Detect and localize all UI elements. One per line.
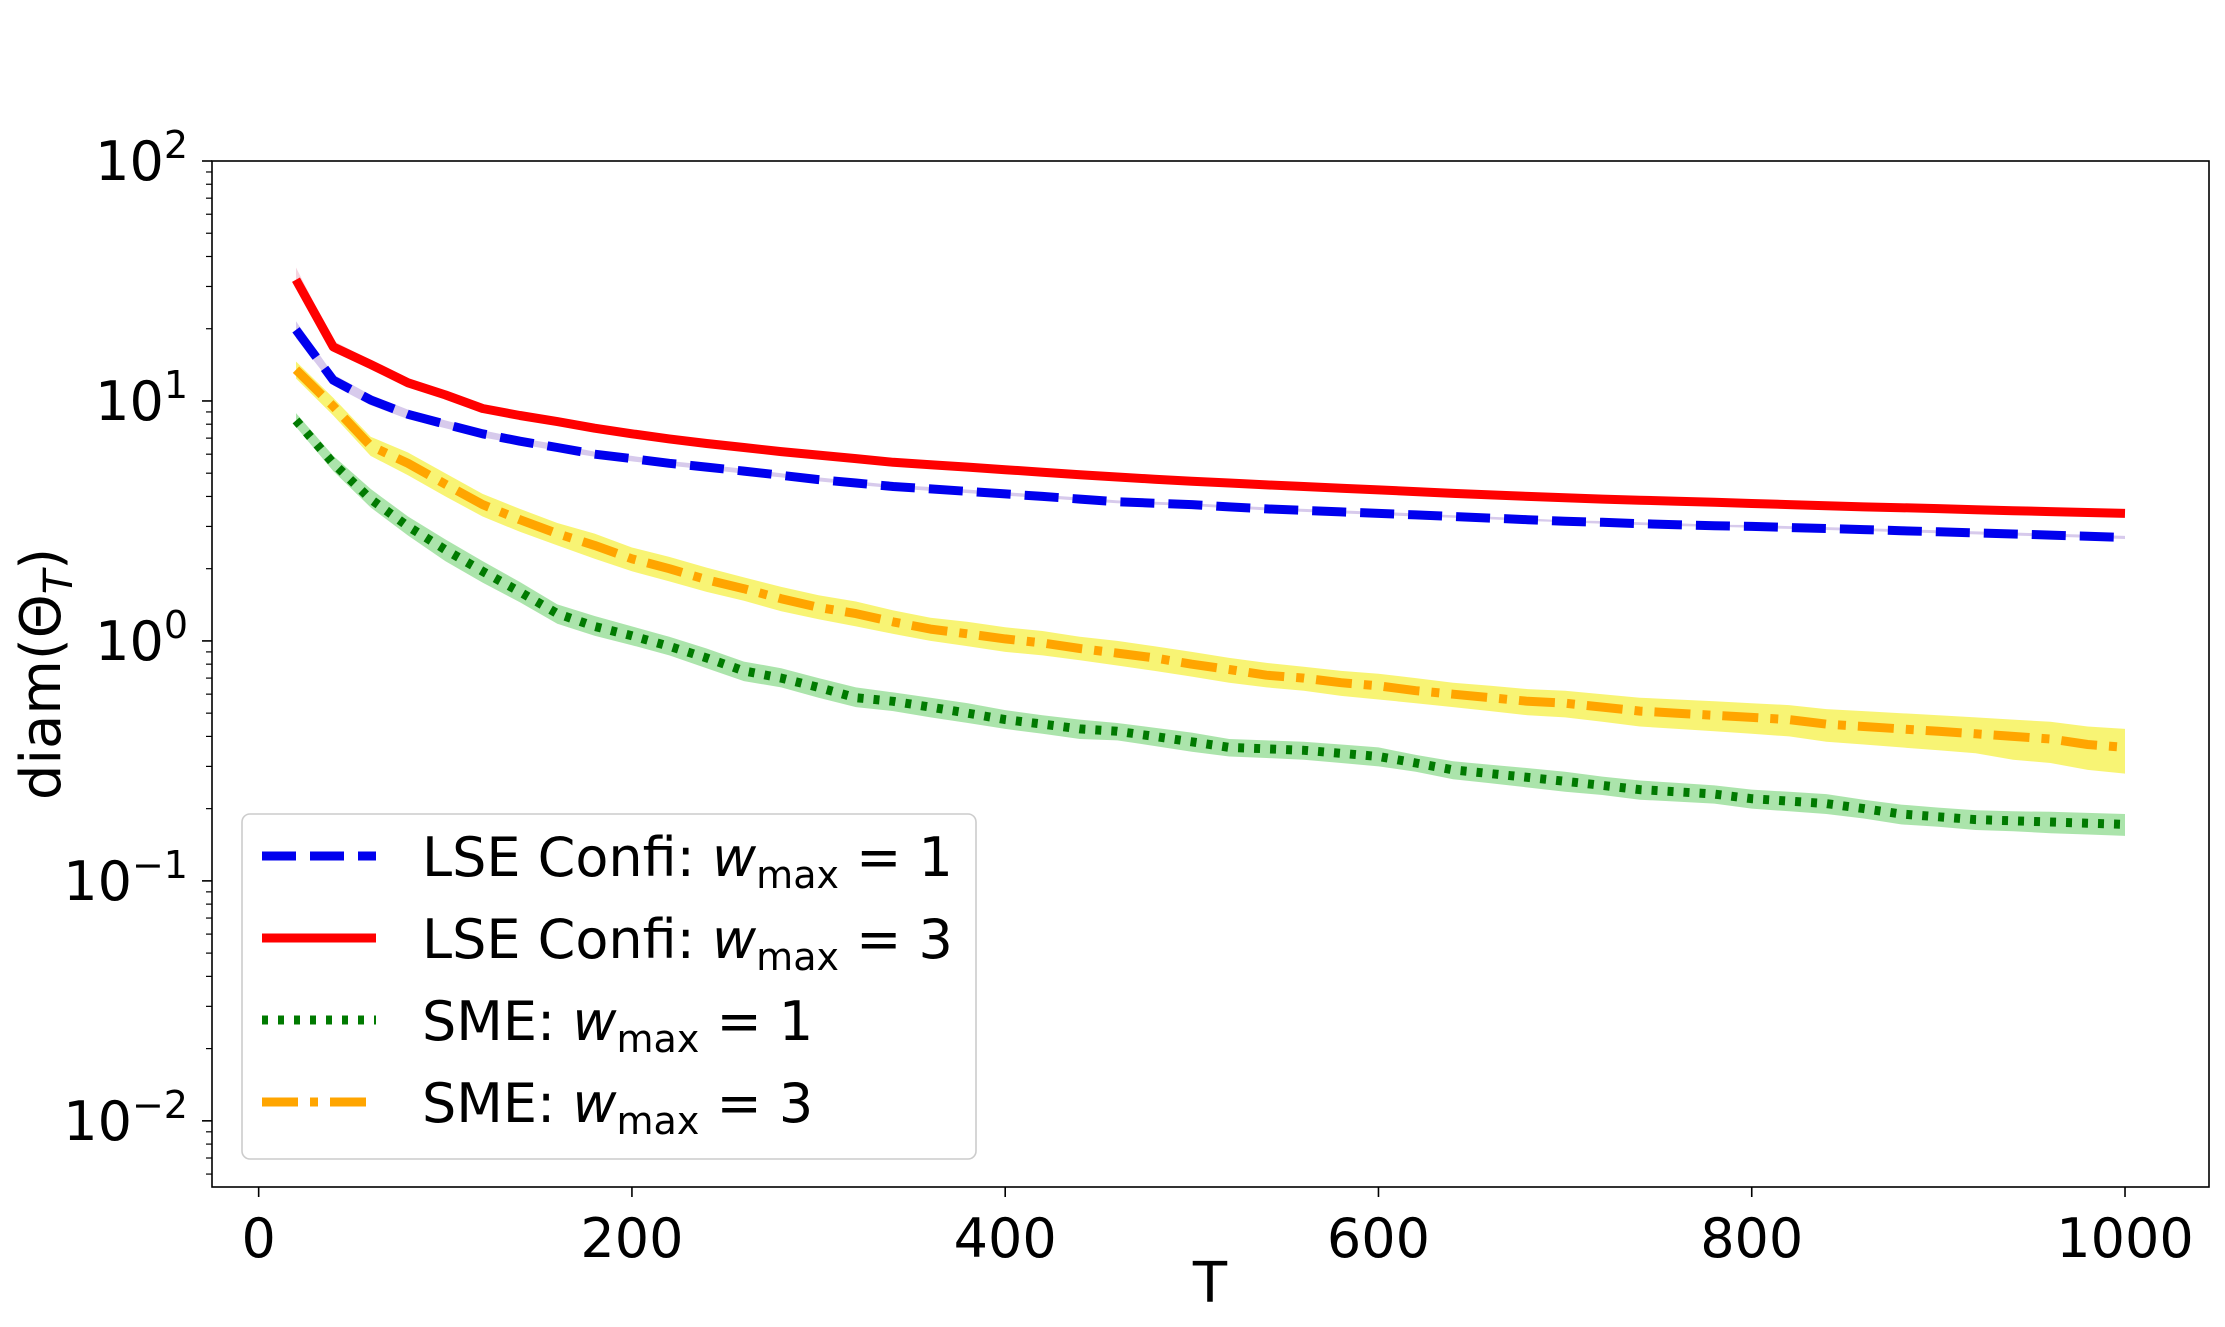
x-tick-label: 200 xyxy=(580,1207,683,1270)
y-axis-label: diam(ΘT) xyxy=(9,548,82,800)
legend-label-4: SME: wmax = 3 xyxy=(422,1072,813,1143)
y-axis-label-close: ) xyxy=(9,548,74,570)
legend-box xyxy=(241,813,977,1160)
series-line-4 xyxy=(292,366,2126,752)
series-line-2 xyxy=(292,277,2126,518)
series-lines xyxy=(292,277,2126,829)
x-tick-label: 400 xyxy=(954,1207,1057,1270)
y-axis-ticks: 10−2 10−1 100 101 102 xyxy=(63,123,212,1175)
y-tick-label: 102 xyxy=(95,123,188,193)
y-axis-label-subscript: T xyxy=(36,566,82,594)
x-tick-label: 0 xyxy=(241,1207,275,1270)
legend-label-2: LSE Confi: wmax = 3 xyxy=(422,908,953,979)
series-line-1 xyxy=(292,327,2126,542)
x-tick-label: 1000 xyxy=(2056,1207,2193,1270)
y-tick-label: 10−2 xyxy=(63,1083,188,1153)
x-axis-label: T xyxy=(1192,1251,1228,1316)
legend-label-3: SME: wmax = 1 xyxy=(422,990,813,1061)
plot-area-frame xyxy=(211,160,2210,1188)
band-3 xyxy=(296,413,2125,836)
y-tick-label: 100 xyxy=(95,603,188,673)
legend-label-1: LSE Confi: wmax = 1 xyxy=(422,826,953,897)
y-tick-label: 101 xyxy=(95,363,188,433)
series-line-3 xyxy=(292,417,2126,829)
y-tick-label: 10−1 xyxy=(63,843,188,913)
x-axis-ticks: 0 200 400 600 800 1000 xyxy=(241,1187,2194,1270)
legend: LSE Confi: wmax = 1 LSE Confi: wmax = 3 SM… xyxy=(241,813,977,1160)
x-tick-label: 800 xyxy=(1700,1207,1803,1270)
x-tick-label: 600 xyxy=(1327,1207,1430,1270)
y-axis-label-base: diam(Θ xyxy=(9,594,74,800)
